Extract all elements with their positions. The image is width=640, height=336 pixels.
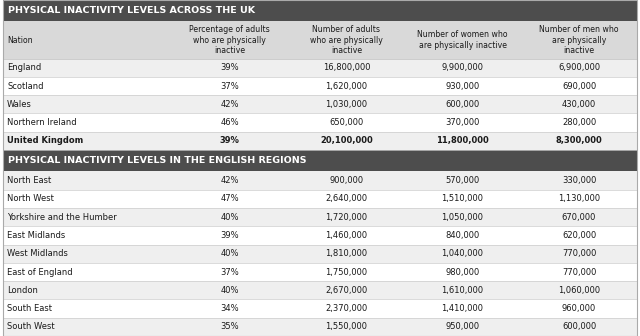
Text: 35%: 35% [220, 322, 239, 331]
Bar [3, 58, 637, 77]
Text: 39%: 39% [220, 63, 239, 72]
Text: 840,000: 840,000 [445, 231, 479, 240]
Bar [404, 22, 520, 58]
Bar [3, 95, 637, 114]
Text: South East: South East [7, 304, 52, 313]
Text: North West: North West [7, 195, 54, 203]
Bar [3, 245, 637, 263]
Text: 1,610,000: 1,610,000 [442, 286, 484, 295]
Bar [3, 77, 637, 95]
Text: 11,800,000: 11,800,000 [436, 136, 489, 145]
Bar [3, 171, 637, 190]
Text: London: London [7, 286, 38, 295]
Bar [3, 0, 637, 22]
Bar [3, 226, 637, 245]
Text: 690,000: 690,000 [562, 82, 596, 90]
Text: 900,000: 900,000 [330, 176, 364, 185]
Text: North East: North East [7, 176, 51, 185]
Text: 600,000: 600,000 [562, 322, 596, 331]
Text: 9,900,000: 9,900,000 [442, 63, 484, 72]
Text: 1,620,000: 1,620,000 [325, 82, 367, 90]
Text: 6,900,000: 6,900,000 [558, 63, 600, 72]
Text: PHYSICAL INACTIVITY LEVELS ACROSS THE UK: PHYSICAL INACTIVITY LEVELS ACROSS THE UK [8, 6, 255, 15]
Text: 42%: 42% [220, 176, 239, 185]
Text: 600,000: 600,000 [445, 100, 479, 109]
Text: Number of women who
are physically inactive: Number of women who are physically inact… [417, 30, 508, 50]
Bar [3, 132, 637, 150]
Text: Number of men who
are physically
inactive: Number of men who are physically inactiv… [540, 25, 619, 55]
Text: Percentage of adults
who are physically
inactive: Percentage of adults who are physically … [189, 25, 270, 55]
Text: 650,000: 650,000 [329, 118, 364, 127]
Bar [3, 299, 637, 318]
Text: 370,000: 370,000 [445, 118, 480, 127]
Text: 46%: 46% [220, 118, 239, 127]
Text: 20,100,000: 20,100,000 [320, 136, 372, 145]
Text: 1,130,000: 1,130,000 [558, 195, 600, 203]
Text: 2,370,000: 2,370,000 [325, 304, 367, 313]
Text: 930,000: 930,000 [445, 82, 479, 90]
Text: Scotland: Scotland [7, 82, 44, 90]
Text: 40%: 40% [220, 249, 239, 258]
Text: 1,510,000: 1,510,000 [442, 195, 484, 203]
Text: 1,410,000: 1,410,000 [442, 304, 484, 313]
Text: 1,720,000: 1,720,000 [325, 213, 367, 222]
Text: 1,060,000: 1,060,000 [558, 286, 600, 295]
Text: Nation: Nation [7, 36, 33, 45]
Text: England: England [7, 63, 42, 72]
Text: 1,460,000: 1,460,000 [325, 231, 367, 240]
Bar [288, 22, 404, 58]
Bar [3, 150, 637, 171]
Bar [520, 22, 637, 58]
Text: 2,640,000: 2,640,000 [325, 195, 367, 203]
Bar [171, 22, 288, 58]
Text: East Midlands: East Midlands [7, 231, 65, 240]
Text: 330,000: 330,000 [562, 176, 596, 185]
Bar [3, 114, 637, 132]
Bar [3, 22, 171, 58]
Text: United Kingdom: United Kingdom [7, 136, 83, 145]
Text: 40%: 40% [220, 213, 239, 222]
Bar [3, 281, 637, 299]
Text: South West: South West [7, 322, 54, 331]
Text: Wales: Wales [7, 100, 32, 109]
Text: Number of adults
who are physically
inactive: Number of adults who are physically inac… [310, 25, 383, 55]
Bar [3, 208, 637, 226]
Text: 42%: 42% [220, 100, 239, 109]
Text: 39%: 39% [220, 231, 239, 240]
Text: Yorkshire and the Humber: Yorkshire and the Humber [7, 213, 116, 222]
Text: 670,000: 670,000 [562, 213, 596, 222]
Bar [3, 318, 637, 336]
Text: 1,040,000: 1,040,000 [442, 249, 484, 258]
Text: 430,000: 430,000 [562, 100, 596, 109]
Text: East of England: East of England [7, 267, 73, 277]
Text: 39%: 39% [220, 136, 239, 145]
Text: Northern Ireland: Northern Ireland [7, 118, 77, 127]
Text: 1,050,000: 1,050,000 [442, 213, 484, 222]
Text: 8,300,000: 8,300,000 [556, 136, 602, 145]
Text: 16,800,000: 16,800,000 [323, 63, 370, 72]
Text: 570,000: 570,000 [445, 176, 479, 185]
Text: 47%: 47% [220, 195, 239, 203]
Text: 34%: 34% [220, 304, 239, 313]
Text: 1,550,000: 1,550,000 [325, 322, 367, 331]
Text: 40%: 40% [220, 286, 239, 295]
Text: West Midlands: West Midlands [7, 249, 68, 258]
Text: 770,000: 770,000 [562, 267, 596, 277]
Bar [3, 190, 637, 208]
Bar [3, 263, 637, 281]
Text: PHYSICAL INACTIVITY LEVELS IN THE ENGLISH REGIONS: PHYSICAL INACTIVITY LEVELS IN THE ENGLIS… [8, 156, 306, 165]
Text: 1,750,000: 1,750,000 [325, 267, 367, 277]
Text: 280,000: 280,000 [562, 118, 596, 127]
Text: 980,000: 980,000 [445, 267, 479, 277]
Text: 37%: 37% [220, 82, 239, 90]
Text: 620,000: 620,000 [562, 231, 596, 240]
Text: 960,000: 960,000 [562, 304, 596, 313]
Text: 1,810,000: 1,810,000 [325, 249, 367, 258]
Text: 1,030,000: 1,030,000 [325, 100, 367, 109]
Text: 950,000: 950,000 [445, 322, 479, 331]
Text: 37%: 37% [220, 267, 239, 277]
Text: 2,670,000: 2,670,000 [325, 286, 367, 295]
Text: 770,000: 770,000 [562, 249, 596, 258]
